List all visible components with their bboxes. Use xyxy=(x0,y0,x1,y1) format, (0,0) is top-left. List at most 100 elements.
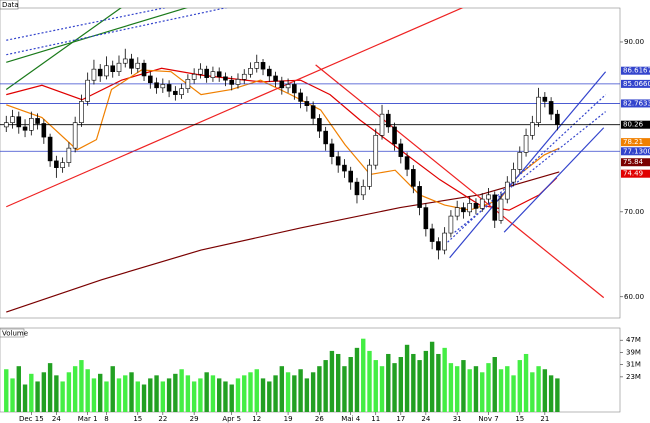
volume-bar xyxy=(461,360,466,412)
price-label: 78.21 xyxy=(623,138,643,146)
title-box xyxy=(0,0,19,10)
volume-bar xyxy=(166,378,172,412)
overlay-line xyxy=(6,8,188,63)
volume-bar xyxy=(548,375,554,412)
candle-body xyxy=(216,71,222,78)
candle-body xyxy=(517,152,523,170)
volume-bar xyxy=(85,369,90,412)
candle-body xyxy=(530,122,535,136)
candle-body xyxy=(298,92,303,102)
candle-body xyxy=(467,203,472,213)
candle-body xyxy=(486,194,491,200)
candle-body xyxy=(379,113,385,136)
volume-bar xyxy=(467,369,472,412)
volume-bar xyxy=(22,384,28,412)
volume-bar xyxy=(486,363,491,412)
volume-bar xyxy=(273,375,278,412)
volume-bar xyxy=(160,381,166,412)
candle-body xyxy=(392,126,397,145)
volume-bar xyxy=(317,366,322,412)
candle-body xyxy=(273,75,278,82)
volume-label: Volume xyxy=(2,330,28,338)
volume-bar xyxy=(72,366,78,412)
x-tick-label: Mar 1 xyxy=(78,415,98,423)
price-label-box xyxy=(621,147,650,156)
y-tick-label: 70.00 xyxy=(624,208,644,216)
candle-body xyxy=(310,105,316,119)
volume-bar xyxy=(267,381,272,412)
candle-body xyxy=(41,123,47,138)
volume-tick-label: 47M xyxy=(626,336,641,344)
candle-body xyxy=(148,75,153,84)
candle-body xyxy=(367,164,372,187)
candle-body xyxy=(429,228,435,242)
volume-bar xyxy=(298,369,303,412)
volume-bar xyxy=(323,360,328,412)
y-tick-label: 60.00 xyxy=(624,293,644,301)
candle-body xyxy=(292,84,297,94)
volume-bar xyxy=(216,378,222,412)
candle-body xyxy=(241,73,247,80)
volume-bar xyxy=(91,378,97,412)
candle-body xyxy=(141,62,147,77)
volume-bar xyxy=(505,366,510,412)
x-tick-label: 21 xyxy=(540,415,549,423)
candle-body xyxy=(91,68,97,81)
x-tick-label: 29 xyxy=(190,415,199,423)
volume-bar xyxy=(498,369,504,412)
y-tick-label: 90.00 xyxy=(624,38,644,46)
candle-body xyxy=(511,169,516,183)
candle-body xyxy=(185,79,191,89)
candle-body xyxy=(235,79,241,85)
price-label-box xyxy=(621,120,650,129)
overlay-line xyxy=(6,8,167,41)
volume-bar xyxy=(367,350,372,412)
candle-body xyxy=(304,101,310,106)
candle-body xyxy=(317,118,322,132)
price-label-box xyxy=(621,169,650,178)
x-tick-label: 24 xyxy=(52,415,61,423)
candle-body xyxy=(279,80,285,89)
price-label: 80.26 xyxy=(623,121,644,129)
candle-body xyxy=(417,186,422,208)
volume-bar xyxy=(386,353,391,412)
candle-body xyxy=(60,162,65,168)
candle-body xyxy=(504,181,510,200)
x-tick-label: 19 xyxy=(284,415,293,423)
volume-bar xyxy=(116,378,122,412)
candle-body xyxy=(10,116,15,123)
volume-bar xyxy=(248,372,253,412)
candle-body xyxy=(210,71,216,78)
volume-bar xyxy=(304,378,310,412)
candle-body xyxy=(398,143,404,157)
overlay-line xyxy=(6,8,228,56)
candle-body xyxy=(260,62,266,70)
x-tick-label: Dec 15 xyxy=(19,415,44,423)
volume-bar xyxy=(454,366,460,412)
price-label-box xyxy=(621,79,650,88)
volume-bar xyxy=(517,360,522,412)
volume-bar xyxy=(10,378,15,412)
volume-bar xyxy=(98,373,103,412)
candle-body xyxy=(97,68,103,77)
volume-bar xyxy=(523,353,529,412)
volume-bar xyxy=(354,347,360,412)
volume-bar xyxy=(35,381,40,412)
overlay-line xyxy=(6,8,464,208)
candle-body xyxy=(47,136,53,162)
candle-body xyxy=(335,156,341,166)
volume-bar xyxy=(110,366,115,412)
volume-bar xyxy=(436,353,441,412)
volume-bar xyxy=(191,381,197,412)
volume-label-box xyxy=(0,328,25,338)
volume-bar xyxy=(417,360,422,412)
candle-body xyxy=(16,116,22,128)
candle-body xyxy=(72,122,78,149)
volume-bar xyxy=(404,344,410,412)
candle-body xyxy=(555,113,560,125)
candle-body xyxy=(354,181,360,196)
candle-body xyxy=(129,58,134,69)
volume-bar xyxy=(129,372,134,412)
volume-bar xyxy=(398,357,404,412)
volume-panel xyxy=(0,327,621,413)
